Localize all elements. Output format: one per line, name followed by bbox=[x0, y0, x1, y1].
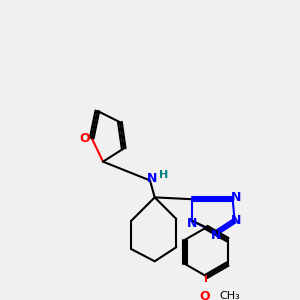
Text: N: N bbox=[231, 214, 242, 227]
Text: O: O bbox=[199, 290, 210, 300]
Text: N: N bbox=[147, 172, 157, 185]
Text: O: O bbox=[80, 132, 91, 145]
Text: H: H bbox=[158, 170, 168, 180]
Text: N: N bbox=[187, 217, 197, 230]
Text: N: N bbox=[211, 230, 221, 242]
Text: N: N bbox=[231, 191, 242, 204]
Text: CH₃: CH₃ bbox=[220, 291, 240, 300]
